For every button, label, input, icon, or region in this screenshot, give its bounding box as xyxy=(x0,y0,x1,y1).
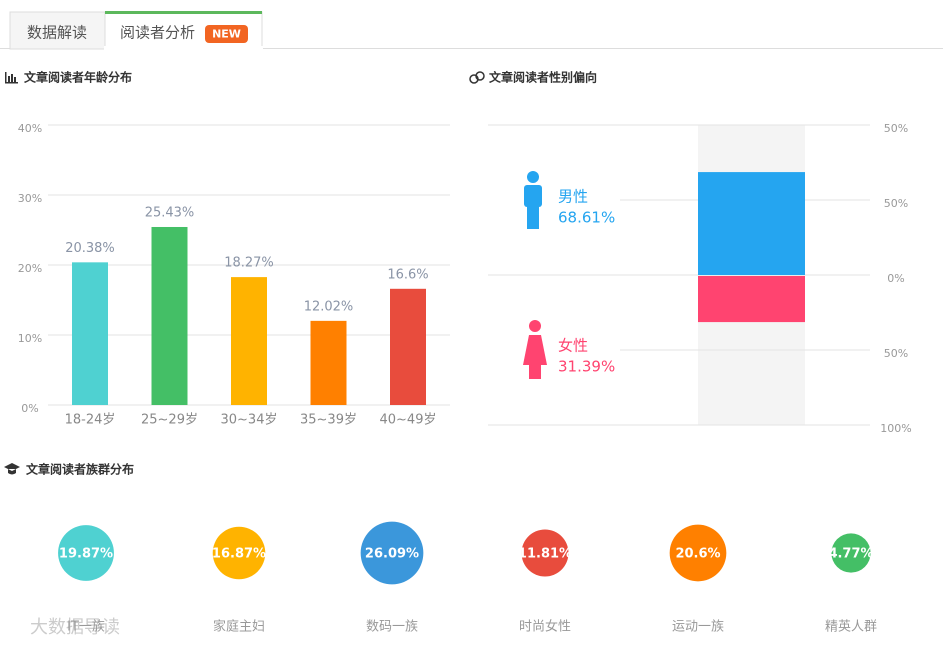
tab-label[interactable]: 数据解读 xyxy=(27,24,87,42)
value-label: 19.87% xyxy=(59,547,113,562)
bar xyxy=(310,320,347,405)
value-label: 11.81% xyxy=(518,547,572,562)
cap-icon xyxy=(4,463,20,475)
x-tick-label: 35~39岁 xyxy=(300,413,357,428)
badge xyxy=(205,25,248,43)
value-label: 4.77% xyxy=(828,547,873,562)
x-tick-label: 30~34岁 xyxy=(221,413,278,428)
category-label: 精英人群 xyxy=(825,620,877,635)
bubble xyxy=(360,521,424,585)
bubble xyxy=(831,533,871,573)
bar xyxy=(151,226,188,405)
section-title: 文章阅读者年龄分布 xyxy=(24,70,132,85)
value-label: 16.6% xyxy=(387,267,428,282)
y-tick-label: 40% xyxy=(18,122,42,135)
gender-bar xyxy=(698,172,805,275)
value-label: 18.27% xyxy=(224,256,274,271)
bar xyxy=(231,277,267,405)
tab-label[interactable]: 阅读者分析 xyxy=(120,24,195,42)
value-label: 20.38% xyxy=(65,241,115,256)
bubble xyxy=(521,529,569,577)
y-tick-label: 50% xyxy=(884,347,908,360)
bubble xyxy=(669,524,727,582)
watermark: 大数据导读 xyxy=(30,617,120,638)
y-tick-label: 0% xyxy=(21,402,38,415)
legend-label: 男性 xyxy=(558,188,588,206)
section-title: 文章阅读者性别偏向 xyxy=(489,70,597,85)
y-tick-label: 30% xyxy=(18,192,42,205)
value-label: 25.43% xyxy=(145,205,195,220)
gender-bar xyxy=(698,276,805,323)
value-label: 31.39% xyxy=(558,358,615,376)
y-tick-label: 100% xyxy=(880,422,911,435)
bar-icon xyxy=(5,72,18,84)
section-title: 文章阅读者族群分布 xyxy=(26,462,134,477)
y-tick-label: 10% xyxy=(18,332,42,345)
tab-highlight xyxy=(105,11,262,14)
value-label: 26.09% xyxy=(365,547,419,562)
y-tick-label: 20% xyxy=(18,262,42,275)
category-label: IT一族 xyxy=(67,619,105,635)
tab-cover xyxy=(104,46,263,50)
value-label: 68.61% xyxy=(558,209,615,227)
category-label: 时尚女性 xyxy=(519,619,571,635)
category-label: 运动一族 xyxy=(672,619,724,635)
y-tick-label: 50% xyxy=(884,122,908,135)
x-tick-label: 18-24岁 xyxy=(65,413,116,428)
bar xyxy=(72,262,108,405)
bubble xyxy=(212,526,266,580)
badge-text: NEW xyxy=(212,28,241,41)
female-icon xyxy=(523,320,547,379)
category-label: 家庭主妇 xyxy=(213,619,265,635)
bubble xyxy=(58,525,114,581)
bar xyxy=(390,288,426,405)
value-label: 16.87% xyxy=(212,547,266,562)
y-tick-label: 50% xyxy=(884,197,908,210)
legend-label: 女性 xyxy=(558,337,588,355)
y-tick-label: 0% xyxy=(887,272,904,285)
value-label: 12.02% xyxy=(304,299,354,314)
gender-icon xyxy=(469,71,485,84)
value-label: 20.6% xyxy=(675,547,720,562)
male-icon xyxy=(524,171,542,229)
x-tick-label: 25~29岁 xyxy=(141,413,198,428)
category-label: 数码一族 xyxy=(366,619,418,635)
x-tick-label: 40~49岁 xyxy=(380,413,437,428)
